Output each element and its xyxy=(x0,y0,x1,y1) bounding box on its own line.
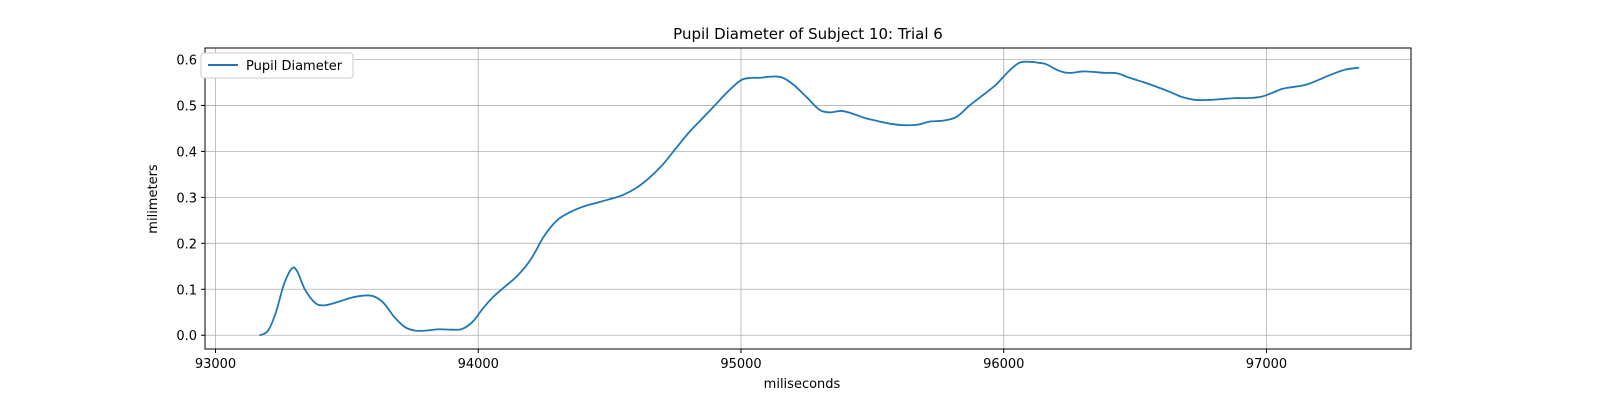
y-tick-label: 0.1 xyxy=(176,283,197,298)
x-tick-label: 94000 xyxy=(458,357,499,372)
series-line-pupil-diameter xyxy=(259,60,1360,337)
chart-title: Pupil Diameter of Subject 10: Trial 6 xyxy=(673,25,943,43)
x-tick-label: 93000 xyxy=(195,357,236,372)
legend: Pupil Diameter xyxy=(200,52,354,79)
y-tick-label: 0.6 xyxy=(176,53,197,68)
series-layer xyxy=(259,60,1360,337)
y-tick-label: 0.0 xyxy=(176,329,197,344)
x-tick-label: 95000 xyxy=(720,357,761,372)
x-axis-label: miliseconds xyxy=(764,377,841,392)
y-axis-label: milimeters xyxy=(146,164,161,234)
legend-label: Pupil Diameter xyxy=(246,59,343,74)
x-tick-label: 96000 xyxy=(983,357,1024,372)
x-tick-label: 97000 xyxy=(1246,357,1287,372)
plot-border xyxy=(204,47,1412,350)
y-tick-label: 0.5 xyxy=(176,99,197,114)
grid-lines xyxy=(205,48,1411,349)
legend-box xyxy=(200,52,354,79)
plot-area xyxy=(205,48,1411,349)
y-tick-label: 0.4 xyxy=(176,145,197,160)
x-axis-ticks: 93000 94000 95000 96000 97000 xyxy=(195,349,1287,372)
y-axis-ticks: 0.0 0.1 0.2 0.3 0.4 0.5 0.6 xyxy=(176,53,205,344)
y-tick-label: 0.3 xyxy=(176,191,197,206)
y-tick-label: 0.2 xyxy=(176,237,197,252)
